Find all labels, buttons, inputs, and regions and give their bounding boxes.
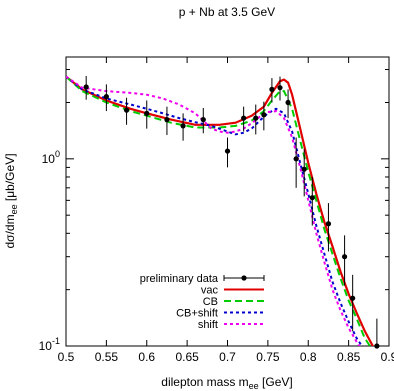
x-tick-label: 0.85 — [337, 350, 361, 364]
legend-entry: preliminary data — [140, 273, 265, 285]
series-line-cb — [66, 75, 372, 346]
legend-label: vac — [201, 285, 219, 297]
data-point — [164, 106, 170, 136]
y-axis-label-main: dσ/dm — [3, 214, 17, 248]
series-line-vac — [66, 75, 375, 346]
data-point — [83, 76, 89, 100]
data-point — [224, 137, 231, 168]
data-point — [253, 104, 259, 135]
data-points-layer — [83, 76, 380, 349]
x-axis-label-unit: [GeV] — [259, 375, 293, 389]
x-axis-ticks: 0.5 0.55 0.6 0.65 0.7 0.75 0.8 0.85 0.9 — [58, 57, 394, 364]
data-point — [309, 176, 315, 226]
data-point — [241, 106, 247, 132]
data-point — [374, 318, 380, 349]
data-marker — [277, 85, 283, 91]
legend-label: preliminary data — [140, 273, 219, 285]
data-point — [180, 113, 186, 141]
legend-marker — [241, 275, 247, 281]
chart-title: p + Nb at 3.5 GeV — [179, 5, 275, 19]
data-marker — [83, 84, 89, 90]
data-marker — [341, 254, 348, 260]
legend-entry: CB+shift — [176, 308, 264, 320]
data-marker — [301, 166, 307, 172]
data-marker — [309, 195, 315, 201]
data-point — [261, 101, 267, 131]
data-point — [144, 100, 150, 129]
data-marker — [144, 110, 150, 116]
x-axis-label-main: dilepton mass m — [161, 375, 248, 389]
y-axis-label-unit: [μb/GeV] — [3, 153, 17, 204]
data-point — [301, 148, 307, 197]
data-marker — [285, 99, 291, 106]
data-marker — [123, 107, 130, 113]
x-tick-label: 0.7 — [219, 350, 236, 364]
y-axis-label-sub: ee — [9, 204, 19, 214]
data-marker — [350, 295, 356, 301]
legend-entry: CB — [203, 296, 264, 308]
legend-label: CB — [203, 296, 218, 308]
data-point — [341, 235, 348, 286]
x-tick-label: 0.6 — [138, 350, 155, 364]
data-point — [285, 89, 291, 119]
data-point — [269, 78, 275, 103]
x-tick-label: 0.65 — [175, 350, 199, 364]
data-point — [200, 107, 206, 134]
y-tick-label: 10-1 — [39, 336, 60, 353]
legend-label: shift — [198, 319, 218, 331]
data-point — [325, 203, 332, 252]
data-marker — [224, 148, 231, 154]
data-marker — [241, 115, 247, 121]
x-tick-label: 0.8 — [300, 350, 317, 364]
data-marker — [164, 117, 170, 123]
series-line-shift — [66, 75, 361, 346]
y-axis-ticks: 100 10-1 — [39, 69, 389, 353]
legend-entry: vac — [201, 285, 264, 297]
data-point — [293, 137, 299, 188]
data-marker — [180, 123, 186, 129]
x-axis-label: dilepton mass mee [GeV] — [161, 375, 292, 391]
series-layer — [66, 75, 375, 346]
x-tick-label: 0.75 — [256, 350, 280, 364]
data-point — [350, 274, 356, 332]
data-marker — [269, 86, 275, 92]
data-marker — [200, 117, 206, 123]
y-tick-label: 100 — [42, 149, 60, 166]
data-point — [123, 97, 130, 125]
x-tick-label: 0.55 — [95, 350, 119, 364]
data-marker — [103, 94, 109, 100]
x-tick-label: 0.9 — [381, 350, 394, 364]
legend-label: CB+shift — [176, 308, 218, 320]
y-axis-label: dσ/dmee [μb/GeV] — [3, 153, 19, 248]
x-axis-label-sub: ee — [249, 381, 259, 391]
data-marker — [325, 221, 332, 227]
data-point — [277, 76, 283, 101]
data-marker — [293, 156, 299, 162]
data-marker — [253, 115, 259, 121]
series-line-cb-shift — [66, 75, 364, 346]
data-marker — [374, 343, 380, 349]
x-tick-label: 0.5 — [58, 350, 75, 364]
data-marker — [261, 112, 267, 118]
data-point — [103, 84, 109, 112]
legend-entry: shift — [198, 319, 264, 331]
